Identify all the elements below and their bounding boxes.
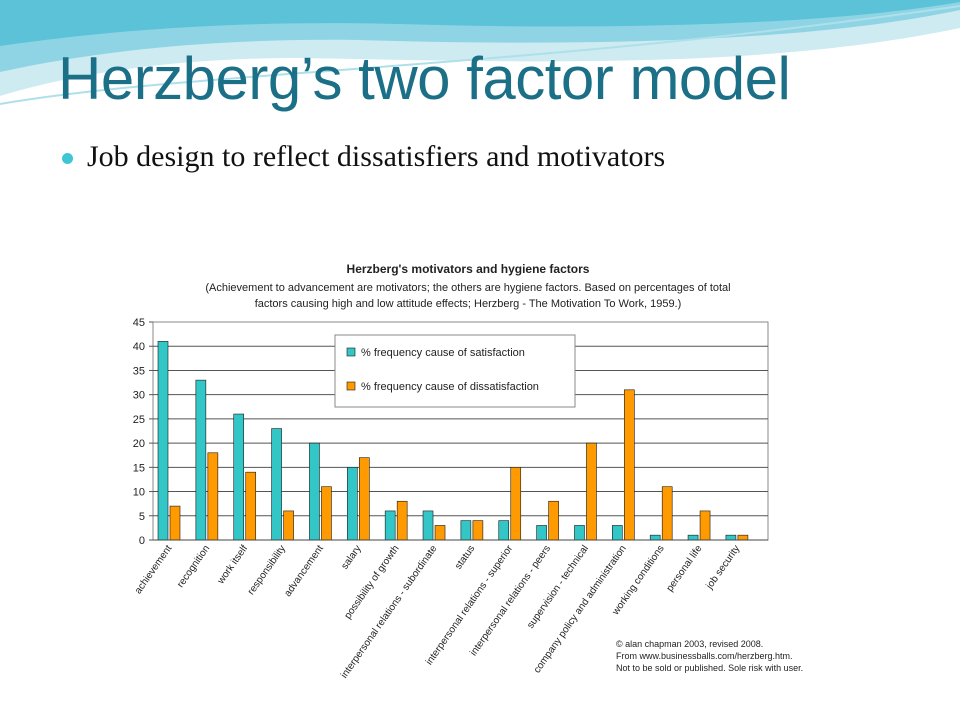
bar-dissatisfaction [510,467,522,541]
chart-title: Herzberg's motivators and hygiene factor… [347,262,590,276]
bar-satisfaction [309,442,320,541]
y-tick-label: 0 [139,535,145,547]
bar-dissatisfaction [586,442,597,541]
bullet-text: Job design to reflect dissatisfiers and … [87,140,666,173]
bar-satisfaction [422,510,434,541]
bar-satisfaction [725,534,737,541]
y-tick-label: 20 [133,438,145,450]
bullet-dot-icon [62,152,73,164]
bar-dissatisfaction [359,457,370,541]
legend-swatch-satisfaction [346,347,356,357]
bar-chart: Herzberg's motivators and hygiene factor… [133,262,769,680]
y-tick-label: 25 [133,414,145,426]
x-tick-label: interpersonal relations - peers [468,543,553,658]
x-tick-label: recognition [175,543,212,589]
credit-line-1: © alan chapman 2003, revised 2008. [616,639,764,649]
bar-satisfaction [271,428,282,541]
credit-line-2: From www.businessballs.com/herzberg.htm. [616,651,793,661]
x-tick-label: achievement [133,543,175,596]
bar-dissatisfaction [699,510,711,541]
bar-dissatisfaction [737,534,749,541]
x-tick-label: salary [339,543,363,571]
bar-satisfaction [347,467,358,541]
y-tick-label: 35 [133,365,145,377]
bar-dissatisfaction [245,471,257,541]
swoosh-streak [0,5,960,105]
legend-label-satisfaction: % frequency cause of satisfaction [361,347,525,359]
copyright-notice: © alan chapman 2003, revised 2008. From … [616,638,803,674]
chart-panel: Herzberg's motivators and hygiene factor… [88,240,846,702]
chart-subtitle-line: factors causing high and low attitude ef… [255,298,682,310]
bar-dissatisfaction [624,389,635,541]
bar-satisfaction [384,510,396,541]
legend-swatch-dissatisfaction [346,381,356,391]
swoosh-band-front [0,0,960,46]
bar-satisfaction [687,534,699,541]
bar-satisfaction [649,534,661,541]
x-tick-label: responsibility [246,543,288,597]
bar-dissatisfaction [661,486,673,541]
bar-dissatisfaction [207,452,219,541]
y-tick-label: 45 [133,317,145,329]
x-tick-label: advancement [282,543,326,599]
bar-satisfaction [460,520,472,541]
bar-dissatisfaction [434,525,446,541]
y-tick-label: 5 [139,511,145,523]
y-tick-label: 10 [133,487,145,499]
y-tick-label: 40 [133,341,145,353]
chart-subtitle-line: (Achievement to advancement are motivato… [205,282,730,294]
legend-box [334,334,576,408]
decorative-header-swoosh [0,0,960,105]
legend-label-dissatisfaction: % frequency cause of dissatisfaction [361,381,539,393]
x-tick-label: status [453,543,477,571]
bar-satisfaction [498,520,510,541]
bar-satisfaction [195,379,207,541]
bar-satisfaction [536,525,547,541]
bullet-item: Job design to reflect dissatisfiers and … [62,140,665,174]
slide-title: Herzberg’s two factor model [58,45,791,112]
bar-dissatisfaction [283,510,294,541]
bar-dissatisfaction [472,520,484,541]
x-tick-label: job security [704,543,743,592]
bar-dissatisfaction [396,500,408,541]
y-tick-label: 30 [133,390,145,402]
bar-satisfaction [612,525,623,541]
credit-line-3: Not to be sold or published. Sole risk w… [616,663,804,673]
x-tick-label: personal life [665,543,705,594]
bar-dissatisfaction [321,486,332,541]
bar-satisfaction [157,341,169,541]
bar-satisfaction [574,525,585,541]
bar-dissatisfaction [169,505,181,541]
x-tick-label: work itself [215,543,250,587]
y-tick-label: 15 [133,462,145,474]
bar-satisfaction [233,413,245,541]
bar-dissatisfaction [548,500,559,541]
